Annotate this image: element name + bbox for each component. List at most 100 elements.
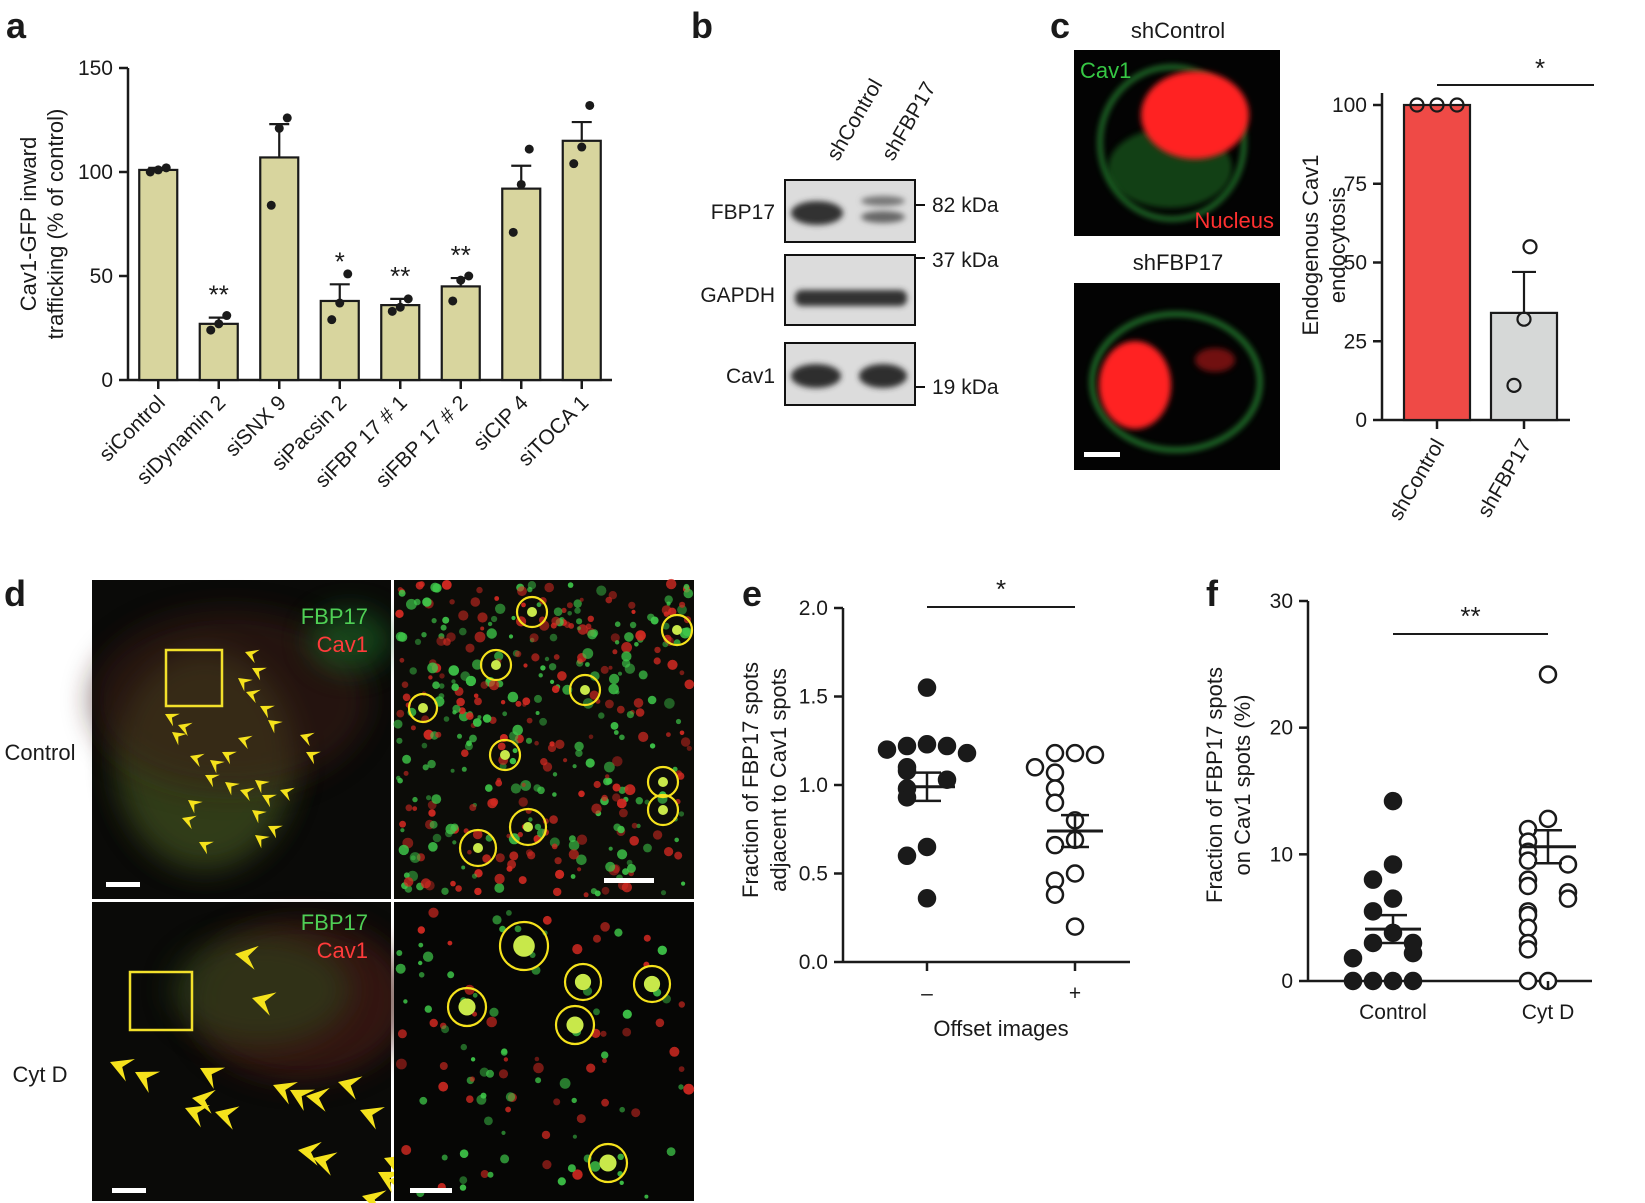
panel-a-ylabel-2: trafficking (% of control) (43, 109, 68, 340)
fluorescent-spot (441, 887, 449, 895)
fluorescent-spot (469, 1076, 476, 1082)
colocalization-circle (660, 613, 694, 647)
fluorescent-spot (518, 797, 528, 807)
fluorescent-spot (678, 1084, 684, 1090)
data-point (1343, 971, 1363, 991)
colocalized-spot (523, 822, 533, 832)
fluorescent-spot (569, 835, 576, 843)
fluorescent-spot (574, 607, 581, 614)
blot-band (791, 201, 843, 225)
fluorescent-spot (541, 1130, 551, 1140)
data-point (1558, 889, 1578, 908)
fluorescent-spot (591, 803, 602, 814)
fluorescent-spot (418, 972, 425, 978)
fluorescent-spot (634, 642, 639, 647)
data-point (1449, 97, 1465, 113)
fluorescent-spot (480, 626, 485, 631)
fluorescent-spot (474, 887, 482, 896)
y-tick-label: 2.0 (799, 597, 828, 620)
data-point (1363, 870, 1383, 889)
fluorescent-spot (439, 673, 445, 679)
data-point (1045, 885, 1065, 904)
fluorescent-spot (652, 830, 663, 840)
panel-e-ylabel-2: adjacent to Cav1 spots (766, 668, 791, 892)
fluorescent-spot (576, 854, 587, 866)
arrowhead-icon (306, 751, 321, 765)
panel-letter-a: a (6, 5, 27, 46)
cell-outline (1097, 64, 1247, 222)
bar (561, 139, 602, 382)
panel-letter-f: f (1206, 573, 1219, 614)
fluorescent-spot (572, 1169, 583, 1180)
inset-box (164, 648, 224, 708)
fluorescent-spot (487, 1171, 494, 1178)
fluorescent-spot (486, 1016, 498, 1028)
fluorescent-spot (428, 675, 433, 680)
y-tick-label: 20 (1270, 717, 1293, 740)
fluorescent-spot (432, 833, 442, 843)
fluorescent-spot (505, 1106, 511, 1113)
significance-marker: ** (1460, 601, 1480, 631)
fluorescent-spot (635, 797, 643, 805)
fluorescent-spot (427, 662, 438, 674)
fluorescent-spot (683, 588, 694, 599)
x-tick-label: shFBP17 (1473, 435, 1536, 521)
fluorescent-spot (512, 748, 518, 754)
fluorescent-spot (479, 1067, 489, 1077)
fluorescent-spot (614, 640, 620, 645)
fluorescent-spot (397, 777, 403, 784)
fluorescent-spot (587, 629, 598, 640)
fluorescent-spot (551, 843, 558, 850)
fluorescent-spot (466, 712, 474, 720)
fluorescent-spot (608, 846, 613, 851)
bar (380, 304, 421, 382)
fluorescent-spot (405, 804, 413, 812)
fluorescent-spot (567, 582, 574, 588)
fluorescent-spot (509, 731, 519, 741)
fluorescent-spot (432, 681, 440, 689)
fluorescent-spot (602, 1058, 607, 1064)
fluorescent-spot (531, 653, 540, 662)
fluorescent-spot (527, 586, 533, 593)
fluorescent-spot (482, 714, 492, 723)
colocalized-spot (473, 843, 483, 853)
fluorescent-spot (488, 679, 500, 691)
fluorescent-spot (421, 632, 427, 638)
fluorescent-spot (555, 869, 565, 880)
arrowhead-icon (360, 1107, 385, 1130)
panel-c-micrographs: shControl Cav1 Nucleus shFBP17 (1074, 18, 1280, 470)
data-point (917, 678, 937, 697)
channel-label-cav1: Cav1 (1080, 58, 1131, 83)
fluorescent-spot (465, 643, 475, 653)
row-label-cytd: Cyt D (13, 1062, 68, 1087)
data-point (1522, 239, 1538, 255)
arrowhead-icon (188, 800, 203, 814)
data-point (524, 144, 534, 154)
y-tick-label: 1.5 (799, 686, 828, 709)
colocalization-circle (563, 962, 603, 1002)
panel-f-ylabel-2: on Cav1 spots (%) (1230, 695, 1255, 876)
fluorescent-spot (621, 882, 633, 893)
fluorescent-spot (472, 659, 483, 670)
fluorescent-spot (608, 591, 617, 600)
fluorescent-spot (495, 779, 503, 787)
data-point (1516, 311, 1532, 327)
fluorescent-spot (500, 700, 506, 705)
data-point (395, 302, 405, 312)
fluorescent-spot (441, 1154, 448, 1161)
fluorescent-spot (576, 834, 588, 845)
fluorescent-spot (619, 734, 625, 741)
data-point (508, 227, 518, 237)
fluorescent-spot (459, 1184, 467, 1191)
fluorescent-spot (438, 1081, 449, 1092)
fluorescent-spot (540, 758, 548, 766)
data-point (448, 296, 458, 306)
fluorescent-spot (578, 790, 585, 798)
fluorescent-spot (544, 582, 554, 593)
fluorescent-spot (585, 662, 590, 667)
data-point (585, 100, 595, 110)
blot-band (859, 364, 907, 388)
fluorescent-spot (487, 621, 493, 627)
fluorescent-spot (422, 951, 434, 962)
fluorescent-spot (469, 734, 477, 743)
